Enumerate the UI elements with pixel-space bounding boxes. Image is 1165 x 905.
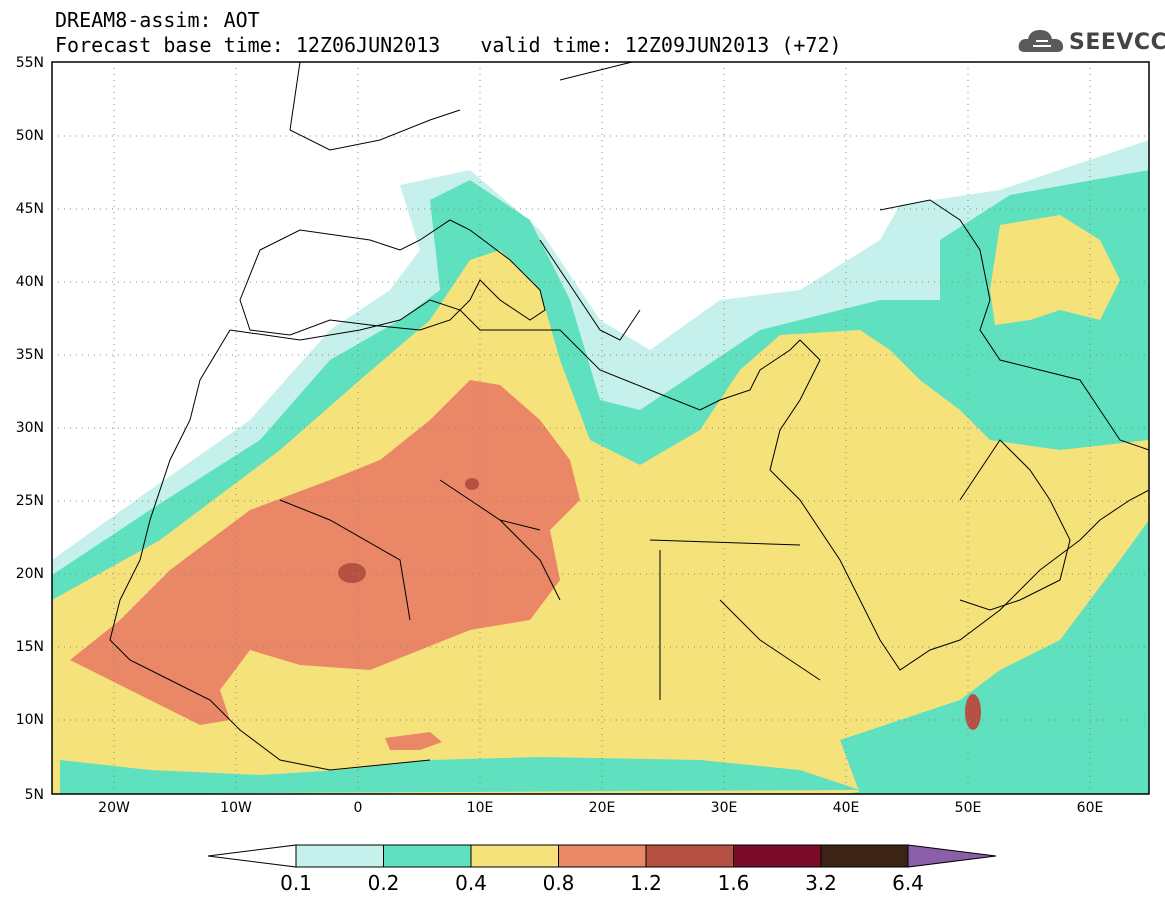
coastlines	[109, 62, 1149, 771]
lon-label: 50E	[955, 800, 982, 816]
colorbar-segment	[820, 844, 909, 868]
aot-band-1.2-spot2	[465, 478, 479, 490]
lat-label: 40N	[16, 274, 44, 290]
lat-label: 50N	[16, 128, 44, 144]
colorbar-label: 0.1	[280, 871, 312, 895]
lat-label: 5N	[25, 787, 44, 803]
colorbar-segment	[207, 844, 297, 868]
longitude-labels: 20W 10W 0 10E 20E 30E 40E 50E 60E	[98, 800, 1103, 816]
colorbar-segment	[733, 844, 822, 868]
latitude-labels: 55N 50N 45N 40N 35N 30N 25N 20N 15N 10N …	[16, 55, 44, 803]
colorbar-label: 0.8	[543, 871, 575, 895]
forecast-times: Forecast base time: 12Z06JUN2013 valid ti…	[55, 34, 842, 56]
colorbar-segment	[907, 844, 997, 868]
lat-label: 15N	[16, 639, 44, 655]
colorbar	[207, 844, 997, 868]
colorbar-label: 0.4	[455, 871, 487, 895]
aot-band-0.2-south	[60, 757, 860, 794]
lat-label: 55N	[16, 55, 44, 71]
aot-band-0.4-caspian	[990, 215, 1120, 325]
lon-label: 40E	[833, 800, 860, 816]
logo-text: SEEVCCC	[1069, 30, 1165, 55]
aot-band-0.8	[70, 380, 580, 725]
colorbar-labels: 0.1 0.2 0.4 0.8 1.2 1.6 3.2 6.4	[280, 871, 924, 895]
map-title: DREAM8-assim: AOT	[55, 8, 260, 32]
aot-band-1.2-spot1	[338, 563, 366, 583]
colorbar-label: 6.4	[892, 871, 924, 895]
colorbar-label: 1.2	[630, 871, 662, 895]
lat-label: 10N	[16, 712, 44, 728]
colorbar-segment	[558, 844, 647, 868]
seevccc-logo: SEEVCCC	[1017, 26, 1165, 58]
lat-label: 35N	[16, 347, 44, 363]
lon-label: 20E	[589, 800, 616, 816]
lat-label: 30N	[16, 420, 44, 436]
colorbar-segment	[645, 844, 734, 868]
colorbar-segment	[470, 844, 559, 868]
lat-label: 45N	[16, 201, 44, 217]
colorbar-segment	[295, 844, 384, 868]
lon-label: 60E	[1077, 800, 1104, 816]
lat-label: 20N	[16, 566, 44, 582]
gridlines	[52, 62, 1149, 794]
aot-field	[52, 62, 1149, 794]
lat-label: 25N	[16, 493, 44, 509]
lon-label: 0	[354, 800, 363, 816]
lon-label: 10W	[220, 800, 252, 816]
colorbar-label: 3.2	[805, 871, 837, 895]
valid-time: valid time: 12Z09JUN2013 (+72)	[480, 33, 842, 57]
colorbar-label: 0.2	[368, 871, 400, 895]
aot-band-1.2-spot3	[965, 694, 981, 730]
aot-band-0.2-horn	[840, 520, 1149, 794]
plot-frame	[51, 61, 1150, 795]
colorbar-segment	[383, 844, 472, 868]
cloud-icon	[1018, 30, 1064, 52]
colorbar-label: 1.6	[718, 871, 750, 895]
base-time: Forecast base time: 12Z06JUN2013	[55, 33, 441, 57]
lon-label: 20W	[98, 800, 130, 816]
lon-label: 30E	[711, 800, 738, 816]
lon-label: 10E	[467, 800, 494, 816]
aot-band-0.8-gulf	[385, 732, 442, 750]
